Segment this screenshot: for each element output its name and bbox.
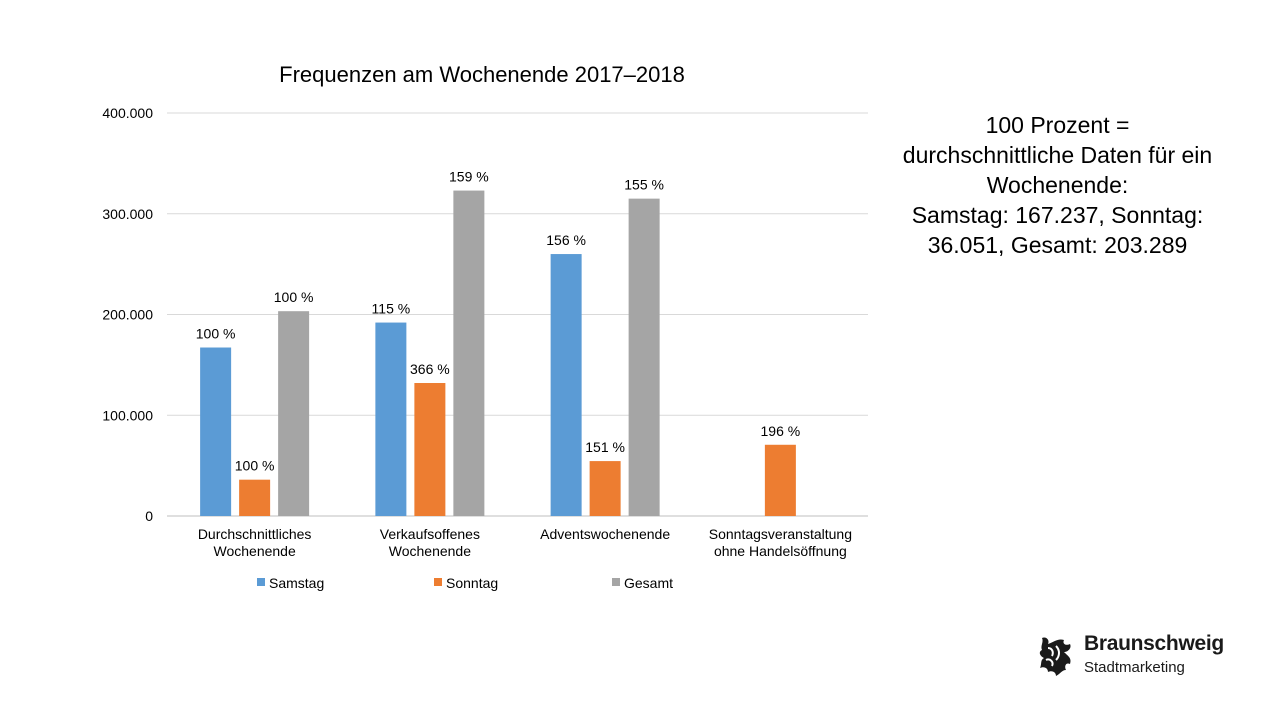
data-label: 100 %	[196, 326, 236, 342]
y-tick-label: 0	[145, 508, 153, 524]
bars	[200, 190, 796, 517]
bar-gesamt	[453, 190, 485, 516]
info-note: 100 Prozent = durchschnittliche Daten fü…	[880, 110, 1235, 260]
note-line-2: durchschnittliche Daten für ein	[902, 142, 1213, 168]
data-label: 155 %	[624, 177, 664, 193]
data-labels: 100 % 100 % 100 % 115 % 366 % 159 % 156 % 151 %…	[196, 169, 800, 474]
bar-samstag	[200, 347, 232, 516]
data-label: 151 %	[585, 439, 625, 455]
category-label: Sonntagsveranstaltung	[709, 526, 852, 542]
legend-label-sonntag: Sonntag	[446, 575, 498, 591]
y-tick-label: 200.000	[102, 307, 153, 323]
legend-label-samstag: Samstag	[269, 575, 324, 591]
legend-label-gesamt: Gesamt	[624, 575, 673, 591]
bar-gesamt	[278, 311, 310, 516]
note-line-4: Samstag: 167.237, Sonntag:	[911, 202, 1204, 228]
legend-swatch-sonntag	[434, 578, 442, 586]
gridlines	[167, 112, 868, 517]
bar-sonntag	[764, 444, 796, 516]
legend: Samstag Sonntag Gesamt	[257, 575, 673, 591]
data-label: 100 %	[235, 458, 275, 474]
bar-samstag	[375, 322, 407, 516]
logo-name: Braunschweig	[1084, 632, 1224, 655]
data-label: 100 %	[274, 289, 314, 305]
category-label: Wochenende	[389, 543, 471, 559]
category-label: Wochenende	[214, 543, 296, 559]
data-label: 196 %	[761, 423, 801, 439]
bar-sonntag	[239, 479, 271, 516]
note-line-3: Wochenende:	[986, 172, 1129, 198]
data-label: 159 %	[449, 169, 489, 185]
bar-sonntag	[414, 383, 446, 516]
category-label: Verkaufsoffenes	[380, 526, 480, 542]
braunschweig-logo: Braunschweig Stadtmarketing	[1036, 632, 1226, 682]
data-label: 156 %	[546, 232, 586, 248]
legend-swatch-samstag	[257, 578, 265, 586]
data-label: 115 %	[372, 301, 411, 317]
bar-sonntag	[589, 461, 621, 516]
chart-title: Frequenzen am Wochenende 2017–2018	[279, 62, 685, 87]
category-label: ohne Handelsöffnung	[714, 543, 847, 559]
data-label: 366 %	[410, 361, 450, 377]
bar-gesamt	[628, 198, 660, 516]
legend-swatch-gesamt	[612, 578, 620, 586]
bar-samstag	[550, 254, 582, 517]
lion-icon	[1039, 637, 1071, 676]
y-tick-label: 300.000	[102, 206, 153, 222]
category-label: Durchschnittliches	[198, 526, 312, 542]
category-label: Adventswochenende	[540, 526, 670, 542]
note-line-5: 36.051, Gesamt: 203.289	[927, 232, 1188, 258]
y-tick-label: 400.000	[102, 105, 153, 121]
x-axis-category-labels: DurchschnittlichesWochenendeVerkaufsoffe…	[198, 526, 852, 559]
bar-chart: Frequenzen am Wochenende 2017–2018 0 100.…	[102, 62, 868, 591]
y-tick-label: 100.000	[102, 407, 153, 423]
logo-subtitle: Stadtmarketing	[1084, 659, 1185, 676]
note-line-1: 100 Prozent =	[985, 112, 1130, 138]
y-axis-tick-labels: 0 100.000 200.000 300.000 400.000	[102, 105, 153, 524]
